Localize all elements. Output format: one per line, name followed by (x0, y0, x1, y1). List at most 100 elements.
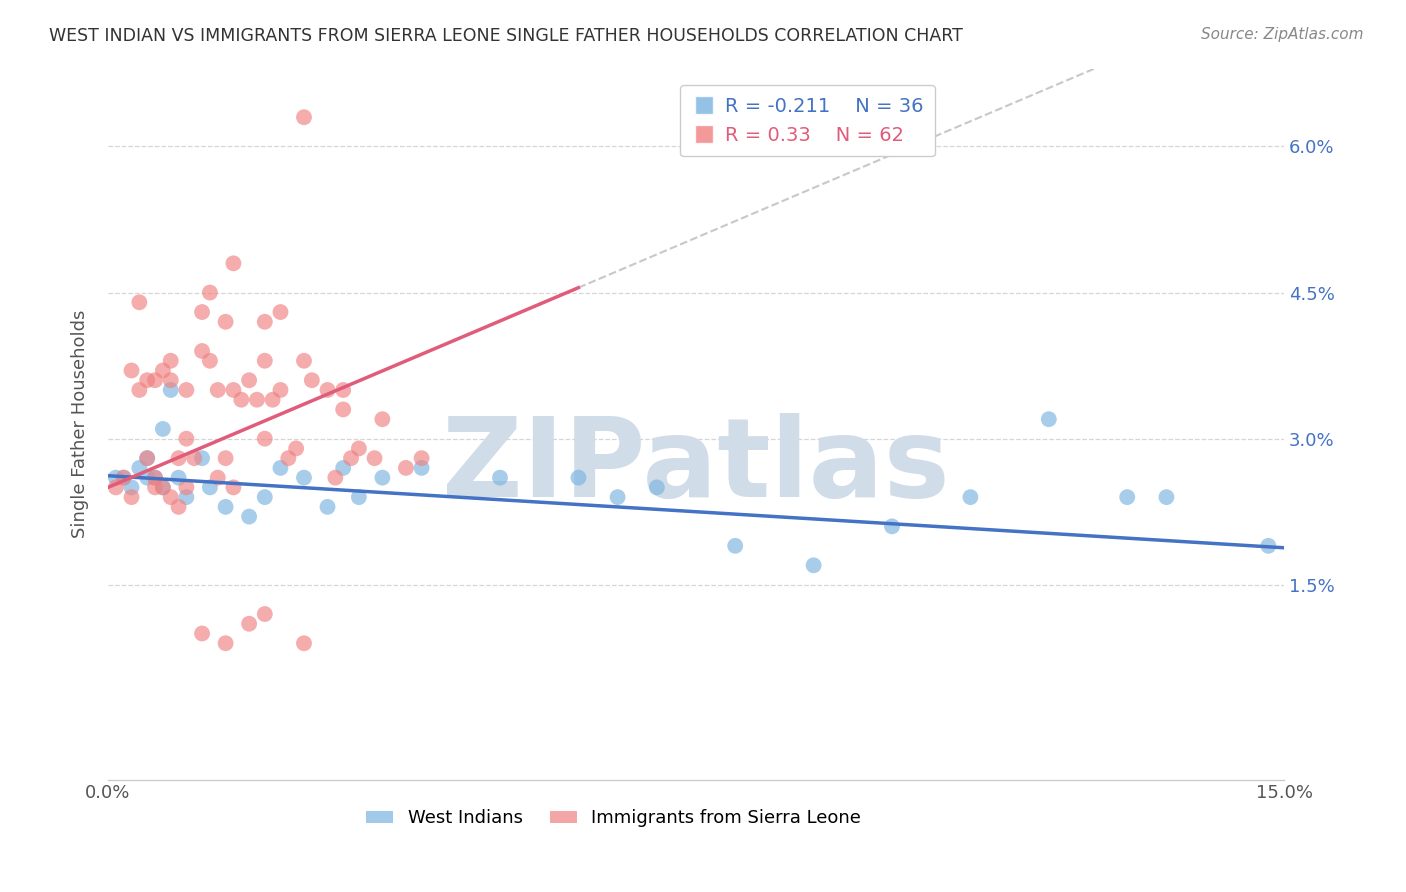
Point (167, 451, 190, 466)
Point (136, 451, 159, 466)
Point (214, 451, 236, 466)
Point (128, 461, 150, 475)
Point (395, 461, 418, 475)
Point (1038, 412, 1060, 426)
Point (332, 402, 354, 417)
Point (214, 500, 236, 514)
Point (238, 373, 260, 387)
Point (363, 451, 385, 466)
Point (347, 442, 370, 456)
Point (285, 442, 308, 456)
Point (325, 470, 347, 484)
Point (803, 558, 825, 573)
Point (207, 470, 229, 484)
Point (1116, 490, 1139, 504)
Point (411, 461, 433, 475)
Point (176, 383, 198, 397)
Point (191, 451, 214, 466)
Point (176, 480, 198, 494)
Point (198, 285, 221, 300)
Point (159, 373, 181, 387)
Point (152, 363, 174, 377)
Text: WEST INDIAN VS IMMIGRANTS FROM SIERRA LEONE SINGLE FATHER HOUSEHOLDS CORRELATION: WEST INDIAN VS IMMIGRANTS FROM SIERRA LE… (49, 27, 963, 45)
Point (238, 509, 260, 524)
Point (183, 451, 205, 466)
Point (121, 363, 143, 377)
Point (136, 470, 159, 484)
Point (411, 451, 433, 466)
Point (152, 480, 174, 494)
Point (104, 480, 127, 494)
Point (198, 353, 221, 368)
Point (143, 470, 166, 484)
Point (262, 392, 284, 407)
Point (112, 470, 135, 484)
Point (136, 373, 159, 387)
Point (269, 305, 291, 319)
Point (880, 519, 903, 533)
Point (222, 383, 245, 397)
Point (316, 383, 339, 397)
Point (332, 383, 354, 397)
Point (292, 470, 315, 484)
Point (121, 480, 143, 494)
Point (222, 480, 245, 494)
Point (292, 110, 315, 124)
Point (253, 353, 276, 368)
Point (104, 470, 127, 484)
Point (371, 470, 394, 484)
Point (152, 480, 174, 494)
Point (724, 539, 747, 553)
Point (128, 295, 150, 310)
Point (214, 315, 236, 329)
Point (159, 490, 181, 504)
Point (332, 461, 354, 475)
Point (222, 256, 245, 270)
Point (246, 392, 269, 407)
Point (207, 383, 229, 397)
Point (340, 451, 363, 466)
Legend: West Indians, Immigrants from Sierra Leone: West Indians, Immigrants from Sierra Leo… (359, 802, 869, 835)
Point (128, 383, 150, 397)
Point (606, 490, 628, 504)
Point (489, 470, 512, 484)
Point (231, 392, 253, 407)
Point (112, 470, 135, 484)
Text: Source: ZipAtlas.com: Source: ZipAtlas.com (1201, 27, 1364, 42)
Point (152, 422, 174, 436)
Point (253, 315, 276, 329)
Point (253, 432, 276, 446)
Point (176, 432, 198, 446)
Point (238, 616, 260, 631)
Point (191, 344, 214, 359)
Point (292, 636, 315, 650)
Point (1257, 539, 1279, 553)
Point (347, 490, 370, 504)
Point (159, 383, 181, 397)
Point (645, 480, 668, 494)
Point (371, 412, 394, 426)
Point (277, 451, 299, 466)
Point (959, 490, 981, 504)
Point (191, 626, 214, 640)
Point (121, 490, 143, 504)
Point (136, 451, 159, 466)
Point (159, 353, 181, 368)
Point (316, 500, 339, 514)
Point (198, 480, 221, 494)
Point (567, 470, 589, 484)
Point (167, 470, 190, 484)
Point (301, 373, 323, 387)
Point (214, 636, 236, 650)
Point (176, 490, 198, 504)
Y-axis label: Single Father Households: Single Father Households (72, 310, 89, 538)
Point (143, 373, 166, 387)
Point (269, 383, 291, 397)
Point (167, 500, 190, 514)
Point (191, 305, 214, 319)
Point (253, 607, 276, 621)
Point (143, 470, 166, 484)
Point (1156, 490, 1178, 504)
Point (253, 490, 276, 504)
Point (269, 461, 291, 475)
